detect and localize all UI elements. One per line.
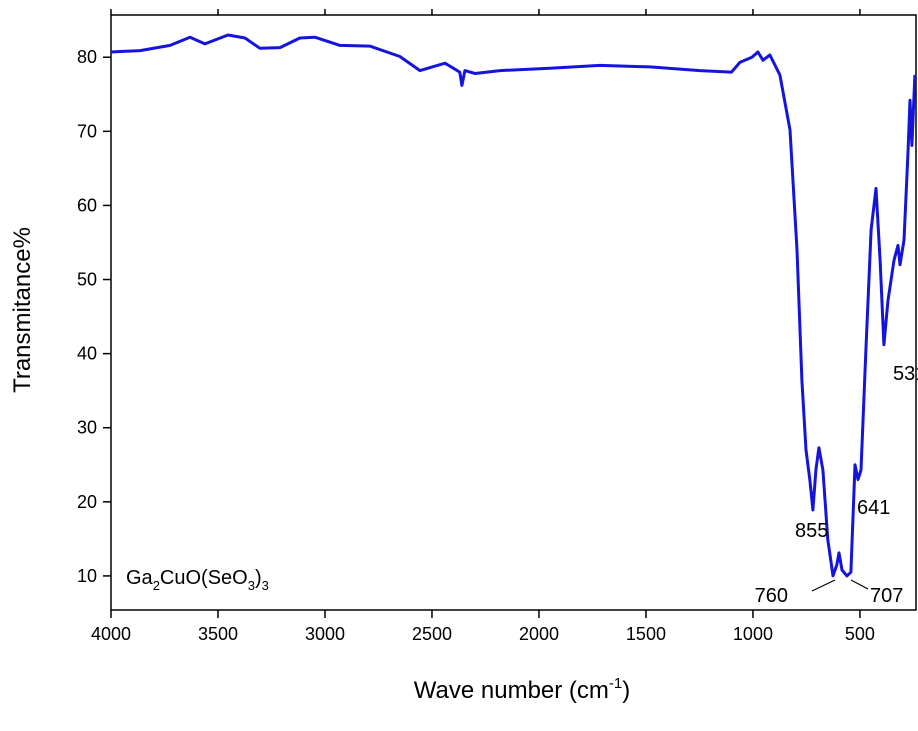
- peak-annotation: 760: [755, 585, 788, 607]
- x-tick-label: 2500: [412, 624, 452, 644]
- label-subscript: 3: [248, 578, 255, 593]
- y-tick-label: 20: [77, 492, 97, 512]
- x-label-superscript: -1: [609, 675, 622, 692]
- leader-line: [850, 579, 869, 590]
- label-part: ): [255, 567, 262, 589]
- peak-annotation: 531: [893, 363, 918, 385]
- x-tick-label: 500: [845, 624, 875, 644]
- peak-annotation: 855: [795, 520, 828, 542]
- x-label-part: ): [622, 677, 630, 704]
- x-tick-label: 4000: [91, 624, 131, 644]
- y-tick-label: 40: [77, 344, 97, 364]
- spectrum-line: [110, 33, 917, 578]
- x-tick-label: 1000: [733, 624, 773, 644]
- y-tick-label: 10: [77, 566, 97, 586]
- label-part: Ga: [126, 567, 154, 589]
- x-tick-label: 3000: [305, 624, 345, 644]
- y-tick-label: 60: [77, 195, 97, 215]
- y-tick-label: 50: [77, 270, 97, 290]
- label-subscript: 3: [262, 578, 269, 593]
- y-axis-label: Transmitance%: [9, 227, 36, 393]
- label-part: CuO(SeO: [160, 567, 248, 589]
- y-tick-label: 70: [77, 121, 97, 141]
- y-tick-label: 30: [77, 418, 97, 438]
- plot-frame: [110, 14, 917, 611]
- x-axis-label: Wave number (cm-1): [414, 675, 631, 704]
- sample-label: Ga2CuO(SeO3)3: [126, 567, 269, 593]
- label-subscript: 2: [153, 578, 160, 593]
- x-tick-label: 3500: [198, 624, 238, 644]
- peak-annotation: 707: [870, 585, 903, 607]
- x-tick-label: 2000: [519, 624, 559, 644]
- peak-annotation: 641: [857, 497, 890, 519]
- y-tick-label: 80: [77, 47, 97, 67]
- x-tick-label: 1500: [626, 624, 666, 644]
- leader-line: [811, 579, 836, 592]
- x-label-part: Wave number (cm: [414, 677, 609, 704]
